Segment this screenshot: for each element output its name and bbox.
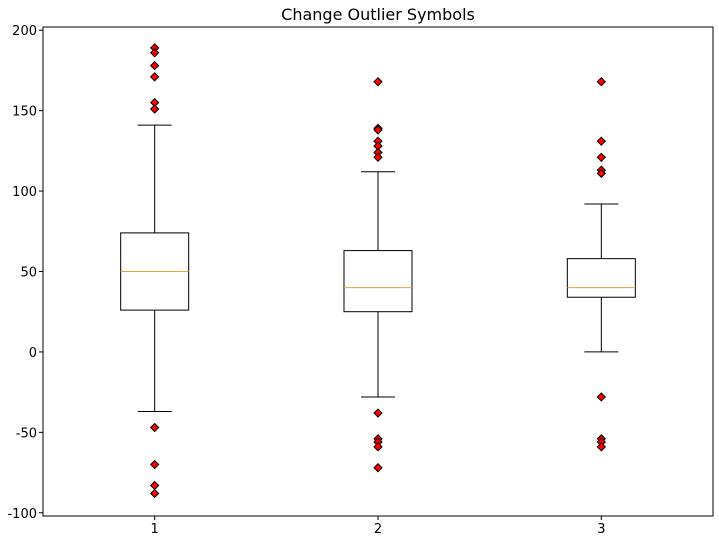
x-tick-label: 1 <box>151 522 159 537</box>
outlier-point <box>149 488 160 499</box>
outlier-point <box>149 60 160 71</box>
outlier-point <box>596 136 607 146</box>
x-tick-label: 3 <box>597 522 605 537</box>
boxes-layer <box>120 43 636 499</box>
outlier-point <box>596 392 607 402</box>
outlier-point <box>373 125 383 135</box>
box-group-1 <box>120 43 190 499</box>
x-tick-label: 2 <box>374 522 382 537</box>
box-group-2 <box>343 76 413 473</box>
x-axis: 1 2 3 <box>151 516 605 537</box>
y-tick-label: -50 <box>16 426 37 441</box>
y-axis: 200 150 100 50 0 -50 -100 <box>7 24 43 522</box>
outlier-point <box>596 442 607 452</box>
outlier-point <box>149 48 160 58</box>
box-group-3 <box>566 76 636 452</box>
iqr-box <box>566 258 636 298</box>
outlier-point <box>373 152 383 162</box>
outlier-point <box>149 72 160 82</box>
outlier-point <box>149 422 160 433</box>
y-tick-label: 50 <box>20 266 37 281</box>
outlier-point <box>373 408 383 418</box>
outlier-point <box>373 76 383 87</box>
iqr-box <box>343 250 413 313</box>
outlier-point <box>596 76 607 87</box>
chart-title: Change Outlier Symbols <box>281 5 475 24</box>
outlier-point <box>149 104 160 114</box>
y-tick-label: -100 <box>7 507 37 522</box>
plot-area-frame <box>42 26 714 517</box>
outlier-point <box>149 459 160 470</box>
y-tick-label: 100 <box>12 185 37 200</box>
outlier-point <box>596 168 607 179</box>
y-tick-label: 0 <box>29 346 37 361</box>
y-tick-label: 150 <box>12 105 37 120</box>
outlier-point <box>373 442 383 452</box>
outlier-point <box>373 463 383 473</box>
y-tick-label: 200 <box>12 24 37 39</box>
outlier-point <box>596 152 607 162</box>
outlier-point <box>149 480 160 491</box>
